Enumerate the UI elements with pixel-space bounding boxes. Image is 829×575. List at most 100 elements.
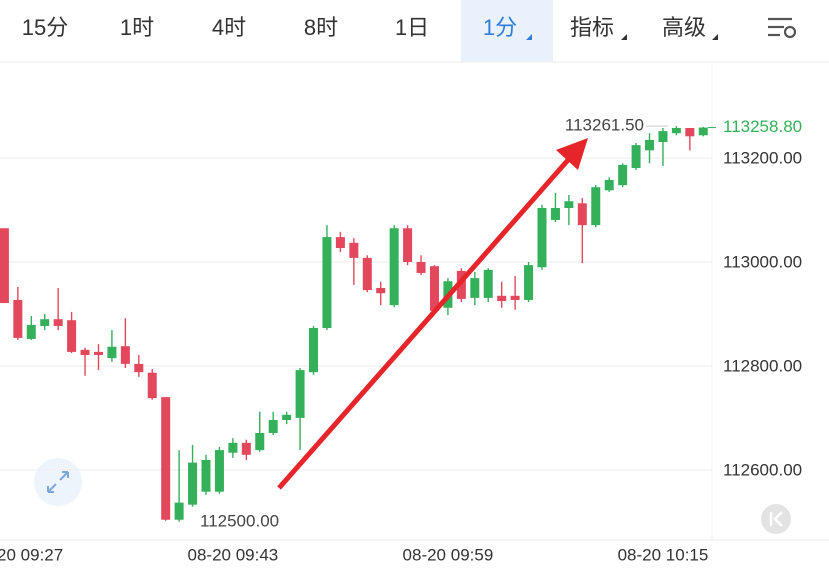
last-price-label: 113258.80 (723, 117, 802, 136)
candle-body (214, 450, 224, 492)
candle-body (255, 432, 265, 451)
candle-body (188, 462, 198, 505)
candle (241, 439, 251, 460)
candle-body (228, 442, 238, 453)
y-tick-label: 112800.00 (723, 356, 802, 375)
candle (53, 288, 63, 331)
candle-body (483, 269, 493, 298)
tab[interactable]: 4时 (212, 15, 246, 40)
candle (40, 313, 50, 331)
tab-dropdown (712, 34, 718, 40)
candle-body (201, 459, 211, 492)
candle (174, 450, 184, 522)
y-tick-label: 113000.00 (723, 253, 802, 272)
candle (564, 195, 574, 226)
candle (67, 311, 77, 353)
candle (376, 281, 386, 306)
max-label: 113261.50 (565, 116, 644, 135)
scroll-to-latest-button[interactable] (761, 504, 791, 534)
candle (524, 262, 534, 303)
settings-icon[interactable] (768, 17, 797, 39)
candle (228, 438, 238, 458)
candle (349, 238, 359, 285)
candle (483, 268, 493, 303)
candle-body (120, 346, 130, 364)
candle-body (268, 419, 278, 433)
candle (591, 185, 601, 228)
candle (161, 397, 171, 521)
candle-body (403, 228, 413, 263)
candle (0, 228, 9, 304)
trend-arrow (277, 138, 588, 490)
candle (322, 225, 332, 331)
candle-body (67, 320, 77, 352)
candle-body (241, 442, 251, 455)
tab[interactable]: 1时 (120, 15, 154, 40)
candle-body (134, 363, 144, 373)
candle (577, 198, 587, 264)
tab[interactable]: 8时 (304, 15, 338, 40)
candle (698, 126, 708, 137)
candle-body (174, 502, 184, 520)
candle (255, 411, 265, 452)
candle (201, 454, 211, 495)
candle-body (0, 228, 9, 304)
candle-body (13, 299, 23, 338)
candle-body (107, 346, 117, 359)
candle-body (161, 397, 171, 520)
tab[interactable]: 指标 (570, 15, 614, 40)
candle (13, 286, 23, 340)
candle (26, 316, 36, 340)
candle-body (658, 131, 668, 143)
candle-body (376, 288, 386, 294)
candle-body (349, 242, 359, 258)
candle-body (40, 319, 50, 326)
candle-body (322, 237, 332, 329)
candle (282, 411, 292, 425)
tab-bar (0, 0, 829, 62)
candle (685, 127, 695, 151)
candle (389, 225, 399, 308)
candle-body (416, 262, 426, 273)
candle-body (147, 372, 157, 399)
candle (497, 281, 507, 308)
candle (618, 163, 628, 188)
candle (429, 265, 439, 313)
tab[interactable]: 1日 (395, 15, 429, 40)
candle-body (618, 164, 628, 186)
candle (645, 133, 655, 164)
candle (658, 127, 668, 166)
candle-body (26, 324, 36, 339)
candle-body (282, 414, 292, 420)
candle (335, 231, 345, 253)
tab-dropdown (621, 34, 627, 40)
candle (403, 225, 413, 266)
candle-body (429, 266, 439, 311)
candle (309, 325, 319, 375)
tab[interactable]: 15分 (22, 15, 68, 40)
candle-body (698, 127, 708, 136)
tab[interactable]: 1分 (483, 15, 517, 40)
candle (93, 344, 103, 371)
tab[interactable]: 高级 (662, 15, 706, 40)
candle-body (510, 295, 520, 300)
candle (604, 177, 614, 192)
candle-body (604, 179, 614, 191)
tab-dropdown (526, 34, 532, 40)
candle (470, 271, 480, 306)
candle-body (335, 237, 345, 249)
min-label: 112500.00 (200, 511, 279, 530)
y-tick-label: 112600.00 (723, 460, 802, 479)
candle (510, 276, 520, 310)
candle-body (564, 201, 574, 208)
expand-button[interactable] (34, 458, 82, 506)
candle (456, 268, 466, 303)
candle (214, 446, 224, 494)
candle-body (53, 319, 63, 326)
candle-body (550, 207, 560, 220)
candle (362, 255, 372, 293)
candle-body (295, 370, 305, 418)
candle-body (309, 328, 319, 373)
